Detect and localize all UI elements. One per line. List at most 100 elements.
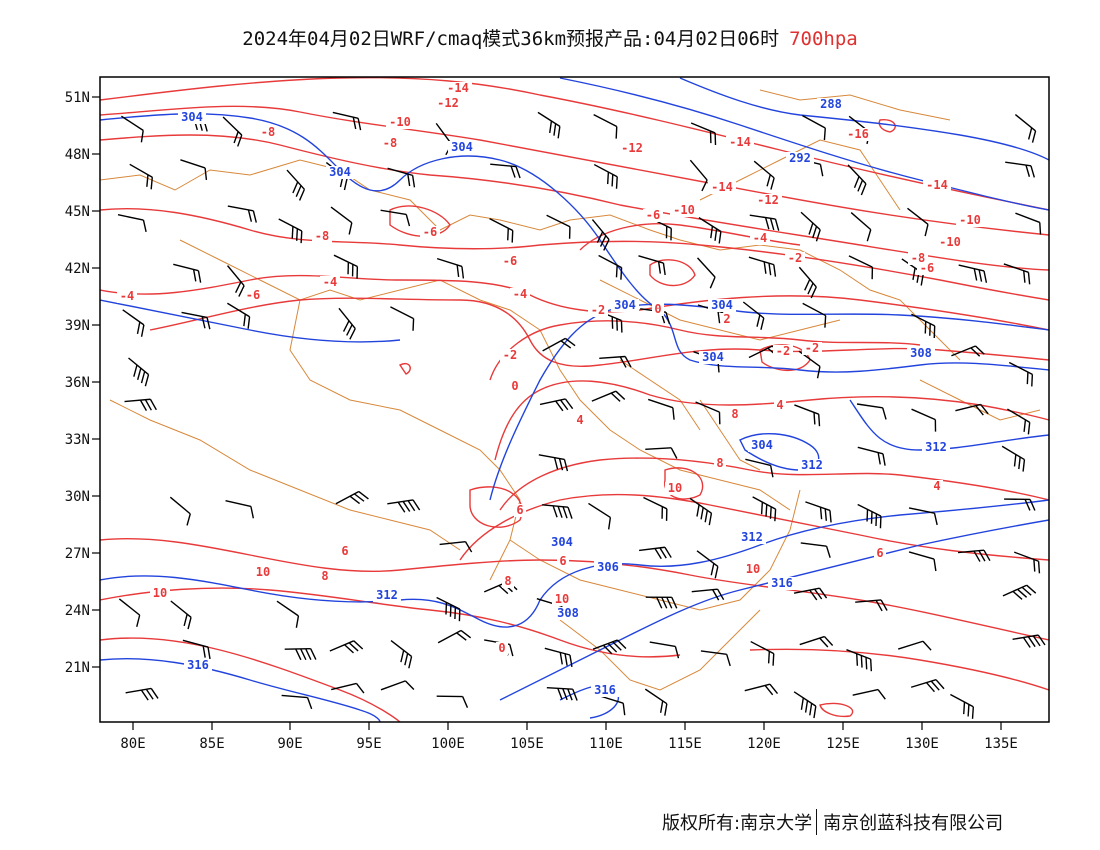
wind-barb xyxy=(180,159,208,181)
wind-barb xyxy=(638,255,666,276)
height-contours xyxy=(100,77,1049,722)
contour-label: 304 xyxy=(614,298,636,312)
wind-barb xyxy=(338,307,356,340)
wind-barb xyxy=(696,257,716,289)
wind-barb xyxy=(698,217,722,244)
contour-label: 304 xyxy=(451,140,473,154)
wind-barb xyxy=(591,390,626,402)
longitude-axis: 80E 85E 90E 95E 100E 105E 110E 115E 120E 125E 130E… xyxy=(120,722,1018,752)
wind-barb xyxy=(1007,408,1031,435)
contour-label: 6 xyxy=(341,544,348,558)
contour-label: 10 xyxy=(555,592,569,606)
wind-barb xyxy=(911,408,937,432)
wind-barb xyxy=(850,212,872,242)
wind-barb xyxy=(598,694,626,716)
wind-barb xyxy=(910,679,945,693)
contour-label: 312 xyxy=(741,530,763,544)
wind-barb xyxy=(546,686,578,701)
wind-barb xyxy=(333,254,359,279)
wind-barb xyxy=(645,596,678,609)
wind-barb xyxy=(753,160,775,190)
wind-barb xyxy=(639,546,672,560)
contour-label: -4 xyxy=(323,275,337,289)
wind-barb xyxy=(1013,551,1041,574)
wind-barb xyxy=(802,302,827,328)
contour-label: -10 xyxy=(389,115,411,129)
wind-barb xyxy=(588,502,612,530)
contour-label: -6 xyxy=(920,261,934,275)
contour-label: -14 xyxy=(926,178,948,192)
contour-label: 304 xyxy=(329,165,351,179)
wind-barb xyxy=(1014,114,1037,143)
wind-barb xyxy=(1015,212,1042,235)
wind-barb xyxy=(908,551,937,572)
wind-barb xyxy=(329,640,364,654)
wind-barb xyxy=(957,549,991,562)
contour-label: 316 xyxy=(187,658,209,672)
contour-label: 0 xyxy=(511,379,518,393)
wind-barb xyxy=(591,219,610,251)
wind-barb xyxy=(800,211,821,242)
footer-divider xyxy=(816,809,818,835)
contour-label: 316 xyxy=(771,576,793,590)
lat-tick-label: 24N xyxy=(65,603,90,619)
contour-label: 304 xyxy=(751,438,773,452)
wind-barb xyxy=(227,302,251,329)
wind-barb xyxy=(793,691,817,719)
wind-barb xyxy=(592,639,627,655)
contour-label: 10 xyxy=(256,565,270,579)
contour-label: 304 xyxy=(181,110,203,124)
wind-barb xyxy=(744,683,779,696)
lon-tick-label: 100E xyxy=(431,736,465,752)
contour-label: 312 xyxy=(376,588,398,602)
contour-label: 0 xyxy=(654,302,661,316)
wind-barb xyxy=(544,647,573,668)
wind-barb xyxy=(689,159,708,192)
contour-label: 304 xyxy=(551,535,573,549)
wind-barb xyxy=(745,458,774,478)
contour-label: -14 xyxy=(711,180,733,194)
contour-label: 4 xyxy=(776,398,783,412)
contour-label: -4 xyxy=(753,231,767,245)
contour-label: -10 xyxy=(939,235,961,249)
contour-label: 312 xyxy=(925,440,947,454)
wind-barb xyxy=(278,218,303,244)
wind-barb xyxy=(387,167,416,188)
contour-label: 304 xyxy=(702,350,724,364)
wind-barb xyxy=(118,598,141,628)
wind-barb xyxy=(335,490,369,505)
wind-barb xyxy=(846,649,873,672)
wind-barb xyxy=(742,301,765,330)
contour-label: 306 xyxy=(597,560,619,574)
contour-label: -2 xyxy=(503,348,517,362)
contour-label: -8 xyxy=(315,229,329,243)
wind-barb xyxy=(276,600,300,628)
wind-barb xyxy=(542,504,573,519)
wind-barb xyxy=(330,206,353,235)
contour-label: 316 xyxy=(594,683,616,697)
wind-barb xyxy=(437,629,472,644)
contour-label: -16 xyxy=(847,127,869,141)
contour-label: 8 xyxy=(716,456,723,470)
wind-barb xyxy=(857,503,882,529)
wind-barb xyxy=(690,122,717,146)
wind-barb xyxy=(908,507,938,526)
wind-barb xyxy=(436,695,469,708)
contour-label: 288 xyxy=(820,97,842,111)
lon-tick-label: 80E xyxy=(120,736,145,752)
wind-barb xyxy=(170,600,192,630)
wind-barb xyxy=(793,587,828,601)
contour-label: 308 xyxy=(557,606,579,620)
contour-label: 308 xyxy=(910,346,932,360)
lon-tick-label: 120E xyxy=(747,736,781,752)
wind-barb xyxy=(225,499,255,519)
contour-label: -6 xyxy=(423,225,437,239)
contour-label: 10 xyxy=(668,481,682,495)
wind-barb xyxy=(695,401,721,425)
wind-barb xyxy=(332,111,362,131)
wind-barb xyxy=(539,398,574,412)
contour-label: -8 xyxy=(911,251,925,265)
wind-barb xyxy=(331,682,365,694)
wind-barb xyxy=(911,313,936,338)
wind-barb xyxy=(700,650,731,667)
